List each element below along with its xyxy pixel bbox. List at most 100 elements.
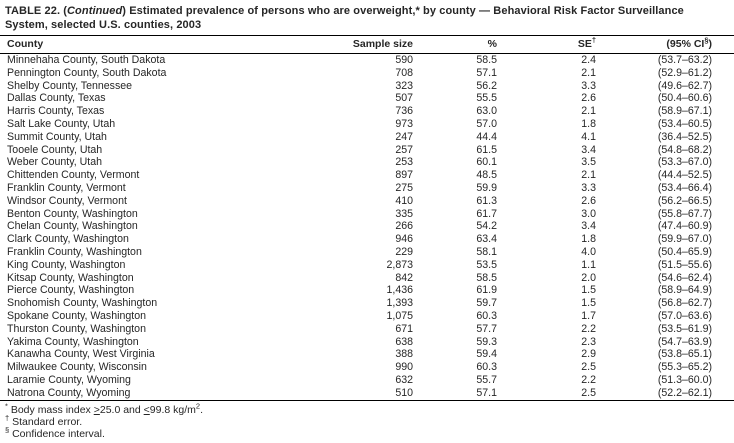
footnote-bmi-text-a: Body mass index (7, 403, 94, 416)
lte-symbol: < (143, 403, 150, 416)
se-cell: 1.5 (581, 284, 596, 297)
county-cell: Salt Lake County, Utah (7, 117, 116, 130)
sample-size-cell: 410 (395, 194, 413, 207)
section-symbol: § (704, 35, 709, 45)
sample-size-cell: 275 (395, 181, 413, 194)
table-row: Spokane County, Washington 1,075 60.3 1.7 (5… (0, 310, 734, 323)
ci-cell: (54.8–68.2) (657, 143, 712, 156)
county-cell: Franklin County, Vermont (7, 181, 126, 194)
se-cell: 2.3 (581, 335, 596, 348)
county-cell: Natrona County, Wyoming (0, 386, 342, 401)
percent-cell: 58.1 (476, 245, 497, 258)
se-cell: 2.5 (581, 361, 596, 374)
table-row: Snohomish County, Washington 1,393 59.7 1.5… (0, 297, 734, 310)
ci-cell: (59.9–67.0) (657, 233, 712, 246)
ci-cell: (51.5–55.6) (657, 258, 712, 271)
table-row: Salt Lake County, Utah 973 57.0 1.8 (53.4–60… (0, 118, 734, 131)
se-cell: 2.1 (581, 105, 596, 118)
se-cell: 2.2 (581, 373, 596, 386)
sample-size-cell: 590 (395, 54, 413, 66)
table-header: County Sample size % SE† (95% CI§) (0, 35, 734, 54)
ci-cell: (50.4–65.9) (657, 245, 712, 258)
percent-cell: 61.9 (476, 284, 497, 297)
ci-cell: (44.4–52.5) (657, 169, 712, 182)
table-row: Dallas County, Texas 507 55.5 2.6 (50.4–60.6… (0, 92, 734, 105)
table-row: Windsor County, Vermont 410 61.3 2.6 (56.2–6… (0, 195, 734, 208)
sample-size-cell: 842 (395, 271, 413, 284)
sample-size-cell: 510 (342, 386, 413, 401)
ci-cell: (58.9–67.1) (657, 105, 712, 118)
percent-cell: 56.2 (476, 79, 497, 92)
table-row: Kanawha County, West Virginia 388 59.4 2.9 (… (0, 348, 734, 361)
percent-cell: 59.4 (476, 348, 497, 361)
county-cell: Franklin County, Washington (7, 245, 142, 258)
percent-cell: 63.0 (476, 105, 497, 118)
col-header-sample-size: Sample size (342, 35, 413, 54)
se-cell: 2.6 (581, 92, 596, 105)
table-row: Benton County, Washington 335 61.7 3.0 (55.8… (0, 208, 734, 221)
percent-cell: 53.5 (476, 258, 497, 271)
sample-size-cell: 507 (395, 92, 413, 105)
ci-cell: (53.5–61.9) (657, 322, 712, 335)
se-cell: 1.8 (581, 233, 596, 246)
percent-cell: 60.3 (476, 309, 497, 322)
col-header-ci-close-paren: ) (708, 38, 713, 50)
sample-size-cell: 2,873 (386, 258, 413, 271)
ci-cell: (54.6–62.4) (657, 271, 712, 284)
footnote-bmi-text-d: . (200, 403, 203, 416)
percent-cell: 55.5 (476, 92, 497, 105)
ci-cell: (53.7–63.2) (657, 54, 712, 66)
col-header-percent: % (413, 35, 497, 54)
col-header-county-label: County (7, 38, 44, 50)
county-cell: Tooele County, Utah (7, 143, 103, 156)
squared-symbol: 2 (195, 401, 201, 411)
county-cell: Laramie County, Wyoming (7, 373, 131, 386)
se-cell: 2.1 (581, 66, 596, 79)
sample-size-cell: 708 (395, 66, 413, 79)
table-row: Chittenden County, Vermont 897 48.5 2.1 (44.… (0, 169, 734, 182)
percent-cell: 60.1 (476, 156, 497, 169)
county-cell: Dallas County, Texas (7, 92, 106, 105)
sample-size-cell: 897 (395, 169, 413, 182)
percent-cell: 61.3 (476, 194, 497, 207)
table-row: Chelan County, Washington 266 54.2 3.4 (47.4… (0, 220, 734, 233)
county-cell: Snohomish County, Washington (7, 297, 158, 310)
percent-cell: 59.7 (476, 297, 497, 310)
se-cell: 2.1 (581, 169, 596, 182)
title-part2: ) Estimated prevalence of persons who ar… (122, 5, 684, 17)
ci-cell: (36.4–52.5) (657, 130, 712, 143)
table-row: Kitsap County, Washington 842 58.5 2.0 (54.6… (0, 272, 734, 285)
se-cell: 1.5 (581, 297, 596, 310)
dagger-symbol: † (5, 413, 10, 423)
sample-size-cell: 253 (395, 156, 413, 169)
se-cell: 2.9 (581, 348, 596, 361)
county-cell: Pierce County, Washington (7, 284, 135, 297)
se-cell: 1.8 (581, 117, 596, 130)
table-row: Summit County, Utah 247 44.4 4.1 (36.4–52.5) (0, 131, 734, 144)
sample-size-cell: 1,075 (386, 309, 413, 322)
percent-cell: 58.5 (476, 54, 497, 66)
se-cell: 2.4 (581, 54, 596, 66)
sample-size-cell: 736 (395, 105, 413, 118)
sample-size-cell: 638 (395, 335, 413, 348)
percent-cell: 61.7 (476, 207, 497, 220)
county-cell: Chittenden County, Vermont (7, 169, 140, 182)
ci-cell: (55.3–65.2) (657, 361, 712, 374)
table-body: Minnehaha County, South Dakota 590 58.5 2.4… (0, 54, 734, 401)
table-row: Thurston County, Washington 671 57.7 2.2 (53… (0, 323, 734, 336)
percent-cell: 60.3 (476, 361, 497, 374)
table-row: Laramie County, Wyoming 632 55.7 2.2 (51.3–6… (0, 374, 734, 387)
table-row: Natrona County, Wyoming 510 57.1 2.5 (52.2–6… (0, 386, 734, 401)
se-cell: 3.3 (581, 181, 596, 194)
county-cell: Harris County, Texas (7, 105, 105, 118)
percent-cell: 57.1 (476, 66, 497, 79)
se-cell: 4.1 (581, 130, 596, 143)
asterisk-symbol: * (5, 401, 8, 411)
table-row: Franklin County, Washington 229 58.1 4.0 (50… (0, 246, 734, 259)
footnote-bmi: * Body mass index >25.0 and <99.8 kg/m2. (5, 401, 734, 416)
table-row: King County, Washington 2,873 53.5 1.1 (51.5… (0, 259, 734, 272)
sample-size-cell: 973 (395, 117, 413, 130)
se-cell: 4.0 (581, 245, 596, 258)
county-cell: Thurston County, Washington (7, 322, 146, 335)
